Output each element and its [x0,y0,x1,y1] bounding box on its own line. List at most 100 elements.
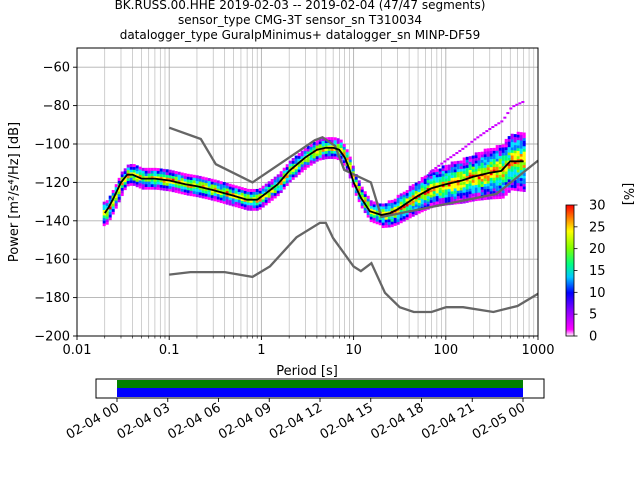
heatmap-cell [429,173,433,177]
heatmap-cell [135,184,139,188]
heatmap-cell [285,180,289,184]
heatmap-cell [144,181,148,185]
heatmap-cell [477,186,481,190]
heatmap-cell [516,153,520,157]
heatmap-cell [513,139,517,143]
heatmap-cell [339,155,343,159]
heatmap-cell [387,205,391,209]
heatmap-cell [453,169,457,173]
heatmap-cell [288,163,292,167]
heatmap-cell [477,165,481,169]
heatmap-cell [195,191,199,195]
heatmap-cell [438,179,442,183]
heatmap-cell [351,184,355,188]
heatmap-cell [243,190,247,194]
heatmap-cell [432,201,436,205]
heatmap-cell [450,183,454,187]
heatmap-cell [489,164,493,168]
heatmap-cell [408,215,412,219]
heatmap-cell [501,171,505,175]
heatmap-cell [264,188,268,192]
new-low-noise-model [169,221,539,314]
heatmap-cell [522,132,526,136]
heatmap-cell [405,192,409,196]
heatmap-cell [492,185,496,189]
heatmap-cell [138,169,142,173]
heatmap-cell [213,195,217,199]
mode-curve [104,146,524,216]
heatmap-cell [363,193,367,197]
heatmap-cell [411,189,415,193]
heatmap-cell [222,184,226,188]
heatmap-cell [234,204,238,208]
heatmap-cell [132,177,136,181]
heatmap-cell [411,205,415,209]
heatmap-cell [186,181,190,185]
heatmap-cell [494,124,498,127]
heatmap-cell [522,156,526,160]
heatmap-cell [204,182,208,186]
heatmap-cell [348,161,352,165]
heatmap-cell [387,221,391,225]
heatmap-cell [354,179,358,183]
time-tick-label: 02-04 06 [165,400,223,442]
heatmap-cell [111,190,115,194]
heatmap-cell [450,199,454,203]
heatmap-cell [147,183,151,187]
heatmap-cell [312,160,316,164]
heatmap-cell [447,177,451,181]
heatmap-cell [360,192,364,196]
heatmap-cell [207,188,211,192]
heatmap-cell [210,192,214,196]
heatmap-cell [405,208,409,212]
heatmap-cell [498,174,502,178]
heatmap-cell [282,183,286,187]
heatmap-cell [255,191,259,195]
heatmap-cell [450,193,454,197]
heatmap-cell [165,177,169,181]
heatmap-cell [273,190,277,194]
heatmap-cell [519,142,523,146]
heatmap-cell [453,177,457,181]
heatmap-cell [465,164,469,168]
heatmap-cell [246,191,250,195]
heatmap-cell [486,153,490,157]
heatmap-cell [459,187,463,191]
heatmap-cell [456,176,460,180]
heatmap-cell [504,179,508,183]
heatmap-cell [492,147,496,151]
heatmap-cell [276,177,280,181]
heatmap-cell [291,168,295,172]
heatmap-cell [471,171,475,175]
heatmap-cell [393,220,397,224]
heatmap-cell [435,198,439,202]
heatmap-cell [198,184,202,188]
heatmap-cell [165,174,169,178]
heatmap-cell [198,181,202,185]
y-tick-label: −100 [34,138,70,153]
heatmap-cell [318,149,322,153]
heatmap-cell [435,190,439,194]
heatmap-cell [501,179,505,183]
heatmap-cell [309,149,313,153]
heatmap-cell [318,152,322,156]
heatmap-cell [522,167,526,171]
heatmap-cell [501,149,505,153]
heatmap-cell [186,179,190,183]
heatmap-cell [252,191,256,195]
heatmap-cell [516,131,520,135]
heatmap-cell [360,205,364,209]
heatmap-cell [447,175,451,179]
heatmap-cell [489,153,493,157]
heatmap-cell [339,153,343,157]
heatmap-cell [465,156,469,160]
heatmap-cell [249,191,253,195]
heatmap-cell [336,146,340,150]
heatmap-cell [522,148,526,152]
heatmap-cell [465,189,469,193]
heatmap-cell [474,179,478,183]
heatmap-cell [126,178,130,182]
heatmap-cell [291,163,295,167]
heatmap-cell [132,180,136,184]
